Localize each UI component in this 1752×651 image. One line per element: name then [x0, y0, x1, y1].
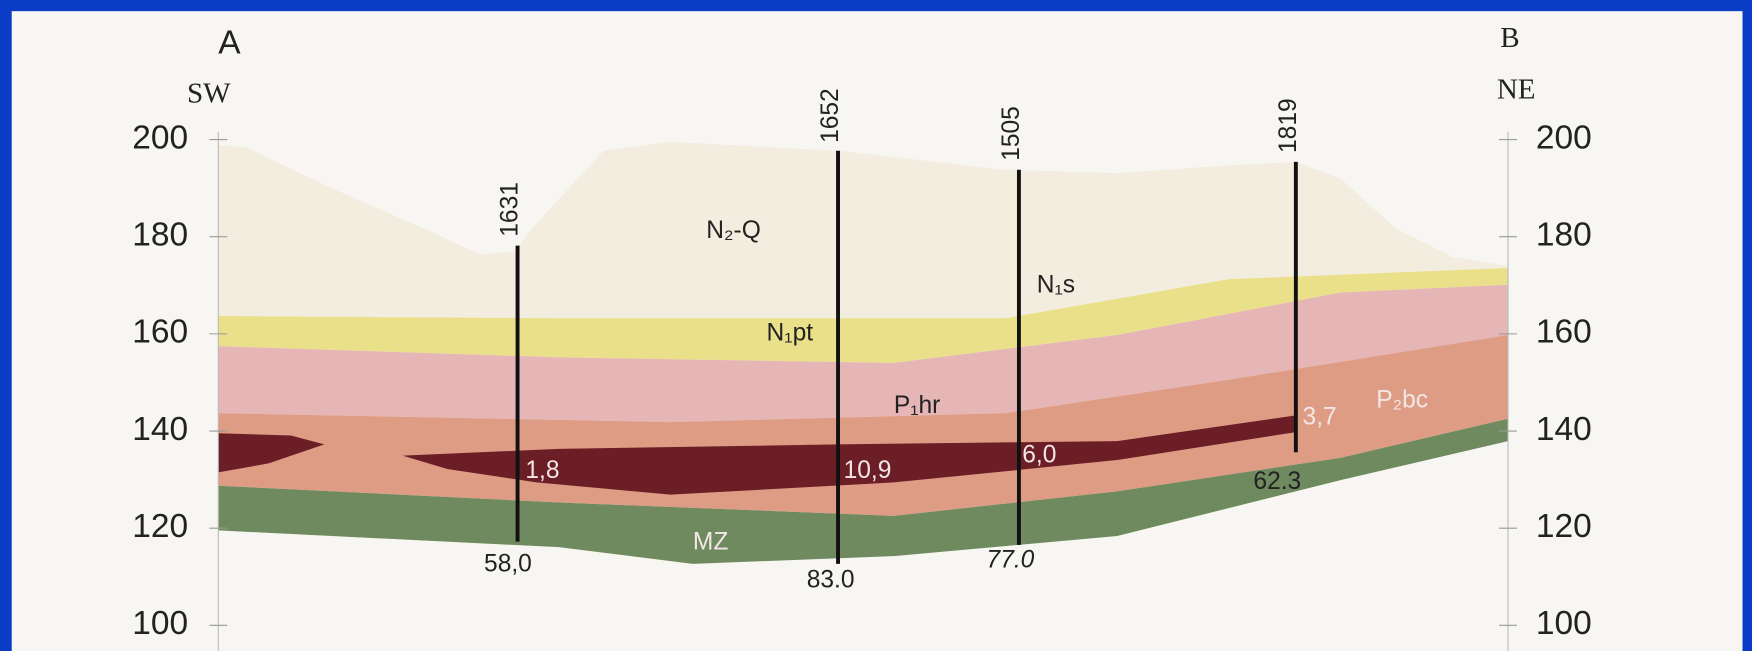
elevation-label: 180	[1536, 217, 1592, 254]
elevation-label: 100	[1536, 605, 1592, 642]
elevation-label: 160	[132, 314, 188, 351]
borehole-depth: 77.0	[987, 546, 1035, 573]
elevation-label: 140	[1536, 411, 1592, 448]
elevation-label: 120	[1536, 508, 1592, 545]
end-label: A	[218, 25, 241, 62]
elevation-label: 180	[132, 217, 188, 254]
elevation-label: 140	[132, 411, 188, 448]
elevation-label: 160	[1536, 314, 1592, 351]
borehole-id: 1631	[497, 182, 524, 237]
borehole-id: 1652	[817, 88, 844, 143]
layer-mz	[218, 418, 1509, 564]
borehole-depth: 83.0	[807, 566, 855, 593]
elevation-label: 100	[132, 605, 188, 642]
elevation-label: 120	[132, 508, 188, 545]
borehole-depth: 62.3	[1253, 468, 1301, 495]
elevation-label: 200	[1536, 119, 1592, 156]
boreholes	[515, 150, 1298, 564]
layer-label: MZ	[693, 528, 728, 555]
direction-label: NE	[1497, 73, 1536, 105]
layer-lens	[218, 433, 325, 473]
layer-label: N₂-Q	[706, 217, 761, 244]
end-label: B	[1500, 22, 1519, 54]
direction-label: SW	[187, 78, 231, 110]
thickness: 10,9	[844, 457, 892, 484]
layer-label: N₁s	[1037, 272, 1075, 299]
layer-label: N₁pt	[767, 320, 814, 347]
layer-label: P₂bc	[1376, 387, 1428, 414]
borehole-id: 1505	[998, 106, 1025, 161]
thickness: 1,8	[525, 457, 559, 484]
layers	[218, 141, 1509, 564]
borehole-depth: 58,0	[484, 551, 532, 578]
layer-n1s	[218, 267, 1509, 363]
thickness: 6,0	[1022, 441, 1056, 468]
borehole-id: 1819	[1275, 98, 1302, 153]
layer-label: P₁hr	[894, 392, 940, 419]
thickness: 3,7	[1303, 403, 1337, 430]
layer-n2q	[218, 141, 1509, 319]
elevation-label: 200	[132, 119, 188, 156]
layer-n1pt	[218, 284, 1509, 423]
layer-lens	[402, 415, 1296, 495]
